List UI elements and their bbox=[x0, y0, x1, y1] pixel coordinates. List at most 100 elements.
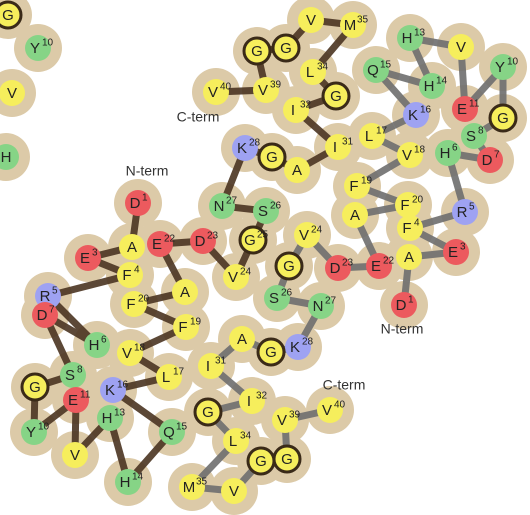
residue-number: 24 bbox=[311, 225, 323, 236]
residue-number: 16 bbox=[117, 380, 129, 391]
residue-letter: R bbox=[457, 204, 468, 221]
residue-letter: G bbox=[266, 149, 278, 166]
residue-number: 26 bbox=[270, 201, 282, 212]
residue-number: 34 bbox=[240, 431, 252, 442]
residue-letter: G bbox=[280, 40, 292, 57]
residue-number: 8 bbox=[77, 365, 83, 376]
residue-letter: N bbox=[214, 198, 225, 215]
residue-number: 32 bbox=[300, 100, 312, 111]
residue-letter: E bbox=[152, 236, 162, 253]
residue-number: 40 bbox=[334, 400, 346, 411]
residue-letter: A bbox=[292, 162, 302, 179]
c-term-label: C-term bbox=[177, 109, 220, 125]
residue-letter: Q bbox=[163, 424, 175, 441]
residue-letter: V bbox=[402, 147, 412, 164]
residue-number: 13 bbox=[414, 28, 426, 39]
residue-letter: D bbox=[330, 260, 341, 277]
residue-letter: V bbox=[228, 269, 238, 286]
residue-number: 18 bbox=[134, 343, 146, 354]
residue-number: 18 bbox=[414, 145, 426, 156]
residue-number: 27 bbox=[226, 196, 238, 207]
residue-letter: K bbox=[237, 140, 247, 157]
residue-number: 28 bbox=[302, 337, 314, 348]
residue-number: 5 bbox=[52, 286, 58, 297]
residue-letter: I bbox=[333, 139, 337, 156]
residue-letter: V bbox=[208, 84, 218, 101]
residue-number: 10 bbox=[38, 422, 50, 433]
residue-letter: F bbox=[178, 319, 187, 336]
residue-letter: F bbox=[126, 296, 135, 313]
residue-number: 1 bbox=[408, 295, 414, 306]
residue-letter: G bbox=[281, 451, 293, 468]
residue-letter: H bbox=[440, 145, 451, 162]
residue-letter: V bbox=[229, 483, 239, 500]
residue-number: 19 bbox=[190, 317, 202, 328]
residue-number: 32 bbox=[256, 391, 268, 402]
residue-letter: Y bbox=[30, 40, 40, 57]
residue-letter: S bbox=[269, 290, 279, 307]
residue-letter: E bbox=[68, 392, 78, 409]
residue-letter: H bbox=[102, 410, 113, 427]
residue-letter: D bbox=[482, 152, 493, 169]
residue-letter: V bbox=[322, 402, 332, 419]
residue-letter: L bbox=[365, 128, 373, 145]
residue-letter: N bbox=[313, 298, 324, 315]
residue-letter: G bbox=[202, 404, 214, 421]
residue-number: 8 bbox=[478, 126, 484, 137]
residue-letter: E bbox=[371, 258, 381, 275]
residue-number: 6 bbox=[101, 335, 107, 346]
residue-number: 10 bbox=[507, 57, 519, 68]
residue-number: 34 bbox=[317, 62, 329, 73]
c-term-label: C-term bbox=[323, 377, 366, 393]
residue-number: 27 bbox=[325, 296, 337, 307]
residue-number: 3 bbox=[92, 248, 98, 259]
residue-number: 3 bbox=[460, 242, 466, 253]
residue-number: 39 bbox=[289, 410, 301, 421]
residue-letter: A bbox=[350, 207, 360, 224]
residue-letter: G bbox=[283, 258, 295, 275]
residue-number: 23 bbox=[342, 258, 354, 269]
residue-letter: F bbox=[402, 220, 411, 237]
residue-number: 28 bbox=[249, 138, 261, 149]
residue-number: 31 bbox=[342, 137, 354, 148]
residue-letter: H bbox=[424, 78, 435, 95]
n-term-label: N-term bbox=[126, 163, 169, 179]
residue-number: 35 bbox=[357, 15, 369, 26]
residue-letter: S bbox=[258, 203, 268, 220]
residue-letter: G bbox=[265, 344, 277, 361]
residue-number: 11 bbox=[80, 390, 91, 401]
residue-number: 17 bbox=[376, 126, 388, 137]
residue-number: 20 bbox=[412, 195, 424, 206]
residue-number: 24 bbox=[240, 267, 252, 278]
residue-letter: S bbox=[466, 128, 476, 145]
residue-letter: F bbox=[349, 178, 358, 195]
residue-number: 20 bbox=[138, 294, 150, 305]
residue-letter: V bbox=[7, 85, 17, 102]
residue-number: 4 bbox=[414, 218, 420, 229]
residue-letter: L bbox=[229, 433, 237, 450]
residue-letter: G bbox=[255, 453, 267, 470]
residue-number: 7 bbox=[49, 305, 55, 316]
residue-number: 23 bbox=[207, 231, 219, 242]
residue-letter: M bbox=[344, 17, 357, 34]
residue-letter: H bbox=[1, 149, 12, 166]
residue-letter: G bbox=[2, 7, 14, 24]
residue-letter: F bbox=[400, 197, 409, 214]
residue-number: 4 bbox=[134, 265, 140, 276]
residue-letter: H bbox=[120, 474, 131, 491]
residue-letter: E bbox=[457, 101, 467, 118]
residue-letter: K bbox=[408, 107, 418, 124]
residue-number: 39 bbox=[270, 80, 282, 91]
residue-number: 22 bbox=[383, 256, 395, 267]
residue-number: 17 bbox=[173, 367, 185, 378]
residue-letter: H bbox=[402, 30, 413, 47]
residue-number: 13 bbox=[114, 408, 126, 419]
residue-number: 1 bbox=[142, 193, 148, 204]
residue-number: 25 bbox=[257, 230, 269, 241]
residue-number: 7 bbox=[494, 150, 500, 161]
residue-number: 15 bbox=[176, 422, 188, 433]
residue-letter: L bbox=[306, 64, 314, 81]
residue-letter: I bbox=[291, 102, 295, 119]
residue-letter: F bbox=[122, 267, 131, 284]
residue-number: 14 bbox=[436, 76, 448, 87]
